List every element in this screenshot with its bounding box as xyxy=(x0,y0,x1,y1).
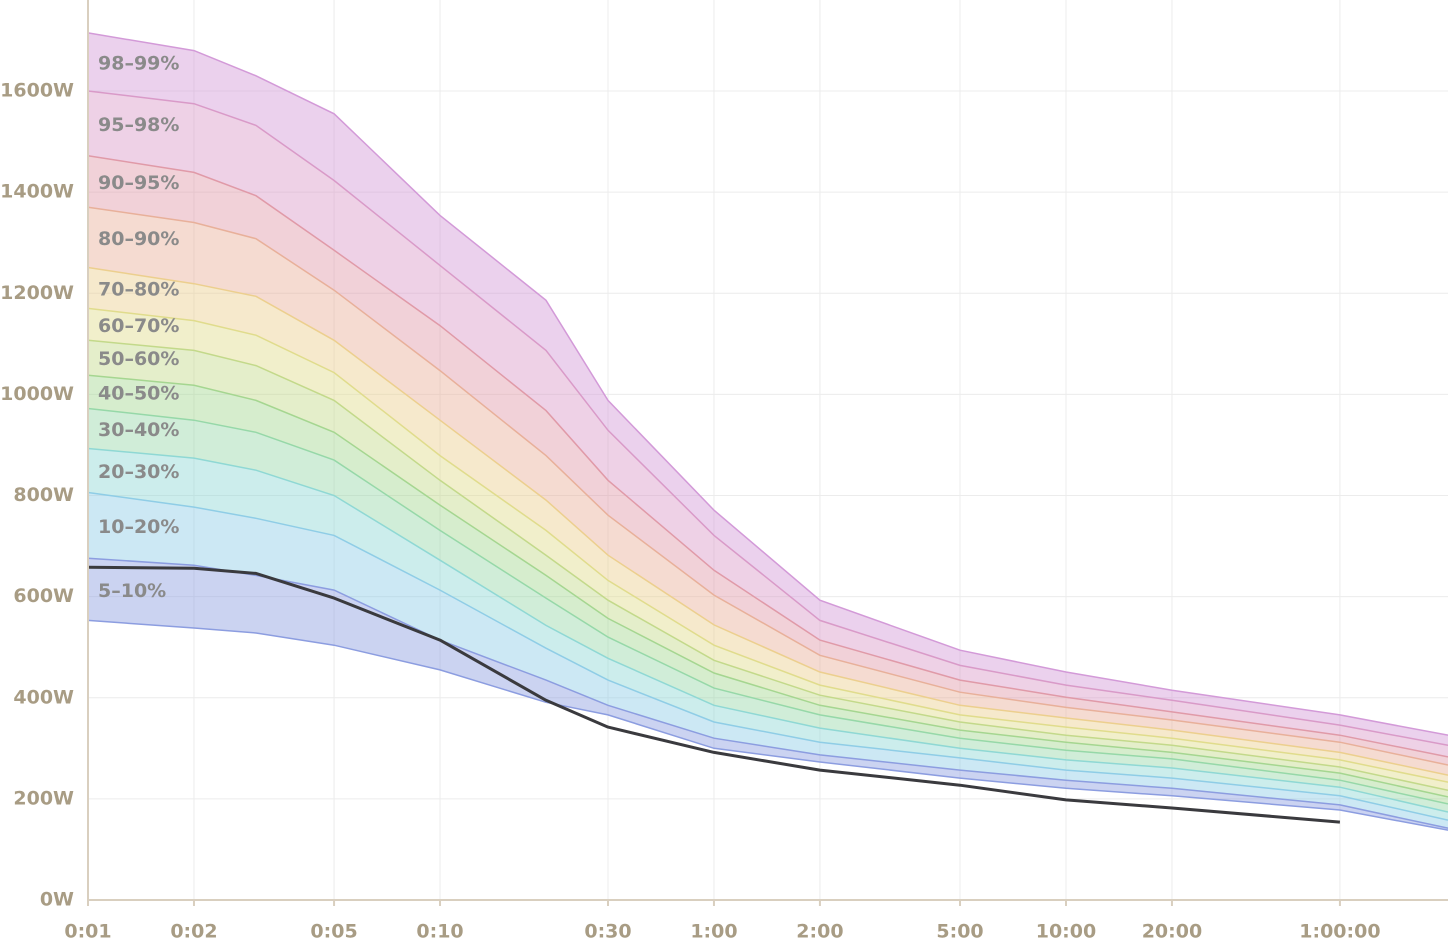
x-tick-label: 20:00 xyxy=(1142,921,1202,943)
band-area xyxy=(88,308,1448,791)
y-tick-label: 1200W xyxy=(0,282,74,304)
band-label: 40–50% xyxy=(98,382,179,404)
y-tick-label: 1400W xyxy=(0,181,74,203)
x-tick-label: 1:00:00 xyxy=(1299,921,1380,943)
band-area xyxy=(88,558,1448,831)
band-edge xyxy=(87,491,1448,821)
y-tick-label: 800W xyxy=(13,484,74,506)
band-edge xyxy=(87,90,1448,747)
band-label: 20–30% xyxy=(98,461,179,483)
band-edge xyxy=(87,374,1448,798)
band-edge xyxy=(87,619,1448,831)
band-edge xyxy=(87,32,1448,736)
band-area xyxy=(88,340,1448,797)
band-label: 95–98% xyxy=(98,114,179,136)
band-area xyxy=(88,448,1448,821)
band-edge xyxy=(87,154,1448,758)
band-label: 30–40% xyxy=(98,419,179,441)
band-label: 5–10% xyxy=(98,580,166,602)
power-line xyxy=(87,565,1341,824)
band-area xyxy=(88,91,1448,757)
plot-area: 5–10% 10–20% 20–30% 30–40% 40–50% 50–60% 60–70… xyxy=(87,32,1448,831)
band-area xyxy=(88,155,1448,765)
band-label: 50–60% xyxy=(98,348,179,370)
x-tick-label: 2:00 xyxy=(796,921,843,943)
band-area xyxy=(88,408,1448,813)
band-label: 10–20% xyxy=(98,516,179,538)
band-area xyxy=(88,32,1448,746)
band-edge xyxy=(87,339,1448,792)
band-label: 90–95% xyxy=(98,172,179,194)
x-tick-label: 0:05 xyxy=(310,921,357,943)
band-edge xyxy=(87,206,1448,766)
band-area xyxy=(88,267,1448,783)
band-label: 70–80% xyxy=(98,278,179,300)
band-edge xyxy=(87,447,1448,813)
x-tick-label: 1:00 xyxy=(690,921,737,943)
y-tick-label: 400W xyxy=(13,686,74,708)
band-label: 80–90% xyxy=(98,228,179,250)
band-edge xyxy=(87,266,1448,776)
y-tick-label: 0W xyxy=(40,889,74,911)
x-tick-label: 10:00 xyxy=(1036,921,1096,943)
grid xyxy=(87,0,1448,901)
band-area xyxy=(88,492,1448,829)
band-edge xyxy=(87,307,1448,783)
band-area xyxy=(88,375,1448,804)
y-tick-label: 1000W xyxy=(0,383,74,405)
x-tick-label: 0:30 xyxy=(584,921,631,943)
band-label: 60–70% xyxy=(98,315,179,337)
band-area xyxy=(88,207,1448,776)
x-tick-label: 5:00 xyxy=(936,921,983,943)
x-tick-label: 0:01 xyxy=(64,921,111,943)
y-tick-label: 200W xyxy=(13,787,74,809)
x-tick-label: 0:10 xyxy=(416,921,463,943)
band-label: 98–99% xyxy=(98,52,179,74)
x-tick-label: 0:02 xyxy=(170,921,217,943)
y-tick-label: 1600W xyxy=(0,80,74,102)
band-edge xyxy=(87,407,1448,805)
y-tick-label: 600W xyxy=(13,585,74,607)
